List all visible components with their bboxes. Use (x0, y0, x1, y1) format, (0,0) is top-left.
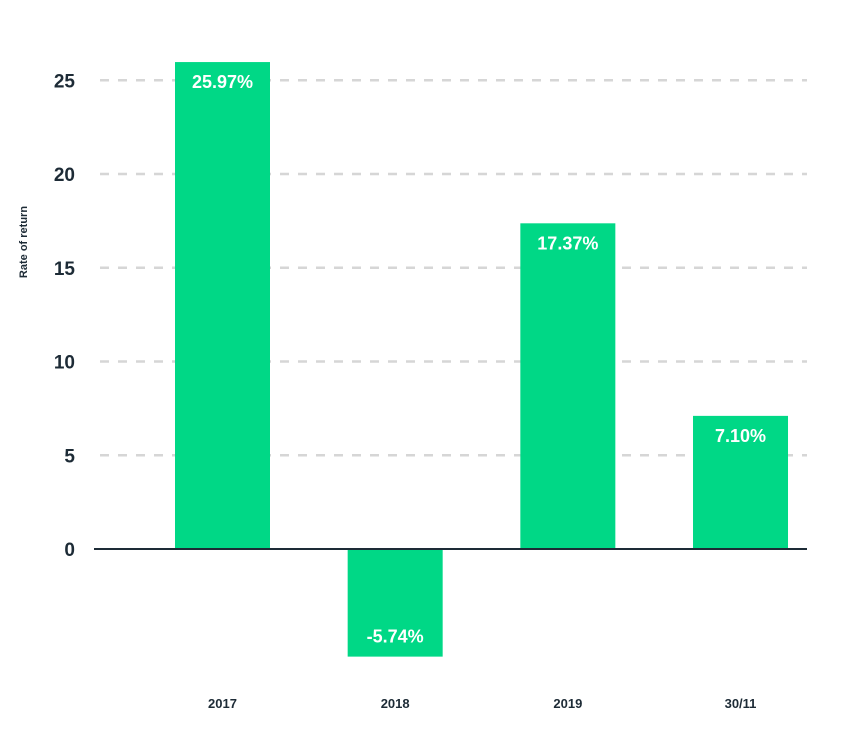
y-tick-label: 5 (64, 446, 75, 467)
x-tick-label: 2017 (208, 696, 237, 711)
y-axis-label: Rate of return (18, 206, 30, 278)
data-label: -5.74% (367, 627, 424, 647)
x-tick-label: 2018 (381, 696, 410, 711)
y-tick-label: 25 (54, 71, 76, 92)
bar-30-11 (693, 415, 789, 549)
x-axis-ticks: 2017 2018 2019 30/11 (208, 696, 756, 711)
y-axis-ticks: 0 5 10 15 20 25 (54, 71, 76, 561)
y-tick-label: 0 (64, 540, 75, 561)
bar-2017 (175, 62, 270, 549)
y-tick-label: 15 (54, 259, 76, 280)
y-tick-label: 20 (54, 165, 75, 186)
data-label: 7.10% (715, 426, 766, 446)
bar-2019 (520, 223, 616, 549)
x-tick-label: 30/11 (725, 696, 757, 711)
data-labels: 25.97% -5.74% 17.37% 7.10% (192, 72, 766, 647)
data-label: 25.97% (192, 72, 253, 92)
x-tick-label: 2019 (553, 696, 582, 711)
bars (175, 62, 789, 657)
y-tick-label: 10 (54, 353, 75, 374)
bar-2018 (347, 549, 443, 657)
data-label: 17.37% (537, 233, 598, 253)
